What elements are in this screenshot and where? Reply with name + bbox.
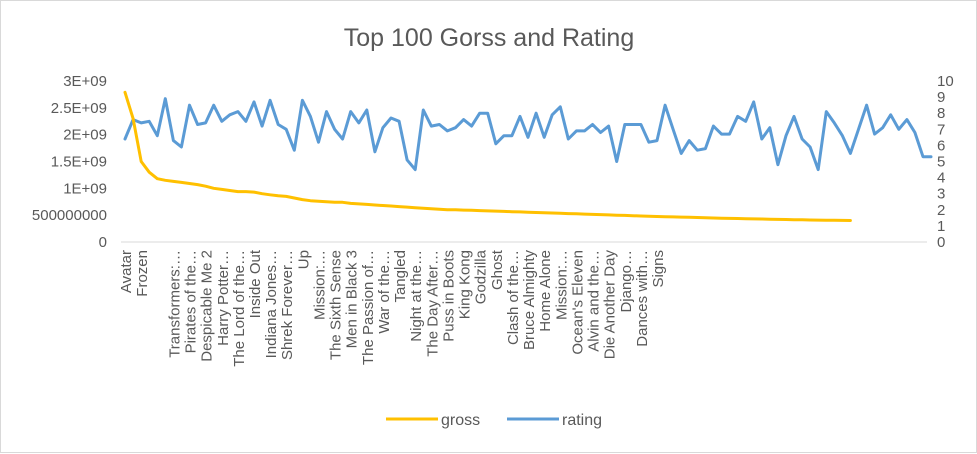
x-category-label: The Lord of the… bbox=[231, 250, 248, 367]
right-tick-label: 1 bbox=[937, 218, 945, 235]
x-category-label: Godzilla bbox=[473, 249, 490, 304]
legend-label-gross: gross bbox=[441, 412, 480, 429]
left-tick-label: 0 bbox=[99, 234, 107, 251]
x-category-label: Ghost bbox=[489, 249, 506, 290]
chart-title: Top 100 Gorss and Rating bbox=[344, 24, 634, 52]
x-category-label: Indiana Jones… bbox=[263, 250, 280, 358]
x-category-label: Alvin and the… bbox=[586, 250, 603, 352]
right-tick-label: 9 bbox=[937, 89, 945, 106]
right-tick-label: 7 bbox=[937, 121, 945, 138]
right-tick-label: 3 bbox=[937, 186, 945, 203]
x-category-label: Frozen bbox=[134, 250, 151, 297]
x-category-label: Inside Out bbox=[247, 249, 264, 318]
x-category-label: Avatar bbox=[118, 250, 135, 293]
x-category-label: Dances with… bbox=[634, 250, 651, 347]
right-tick-label: 0 bbox=[937, 234, 945, 251]
x-category-label: Ocean's Eleven bbox=[569, 250, 586, 355]
x-category-label: The Day After… bbox=[424, 250, 441, 357]
right-tick-label: 8 bbox=[937, 105, 945, 122]
x-category-label: Tangled bbox=[392, 250, 409, 303]
left-axis: 0 500000000 1E+09 1.5E+09 2E+09 2.5E+09 3E+09 bbox=[32, 73, 107, 251]
left-tick-label: 500000000 bbox=[32, 207, 107, 224]
x-category-label: Django… bbox=[618, 250, 635, 313]
left-tick-label: 2.5E+09 bbox=[51, 100, 107, 117]
x-category-label: Clash of the… bbox=[505, 250, 522, 345]
x-category-label: Shrek Forever… bbox=[279, 250, 296, 360]
left-tick-label: 1.5E+09 bbox=[51, 154, 107, 171]
x-category-label: Night at the… bbox=[408, 250, 425, 342]
x-category-label: Mission:… bbox=[553, 250, 570, 320]
x-category-label: Mission:… bbox=[311, 250, 328, 320]
right-tick-label: 4 bbox=[937, 170, 945, 187]
series-layer bbox=[123, 90, 933, 222]
right-tick-label: 10 bbox=[937, 73, 954, 90]
x-category-label: Pirates of the… bbox=[183, 250, 200, 353]
x-category-label: King Kong bbox=[457, 250, 474, 319]
x-category-label: The Passion of… bbox=[360, 250, 377, 365]
x-category-label: Signs bbox=[650, 250, 667, 288]
x-category-label: Puss in Boots bbox=[440, 250, 457, 342]
left-tick-label: 3E+09 bbox=[63, 73, 107, 90]
x-category-label: The Sixth Sense bbox=[328, 250, 345, 360]
x-category-label: Home Alone bbox=[537, 250, 554, 332]
right-tick-label: 6 bbox=[937, 137, 945, 154]
right-tick-label: 2 bbox=[937, 202, 945, 219]
x-category-label: Transformers:… bbox=[166, 250, 183, 358]
series-line-gross bbox=[123, 90, 852, 222]
x-axis-category-labels: Avatar Frozen Transformers:… Pirates of the… bbox=[118, 249, 667, 367]
legend-label-rating: rating bbox=[562, 412, 602, 429]
x-category-label: Men in Black 3 bbox=[344, 250, 361, 348]
x-category-label: War of the… bbox=[376, 250, 393, 334]
right-tick-label: 5 bbox=[937, 154, 945, 171]
x-category-label: Despicable Me 2 bbox=[199, 250, 216, 362]
x-category-label: Die Another Day bbox=[602, 250, 619, 360]
x-category-label: Harry Potter… bbox=[215, 250, 232, 346]
left-tick-label: 2E+09 bbox=[63, 127, 107, 144]
x-category-label: Up bbox=[295, 250, 312, 269]
series-line-rating bbox=[123, 97, 933, 172]
x-category-label: Bruce Almighty bbox=[521, 250, 538, 351]
left-tick-label: 1E+09 bbox=[63, 180, 107, 197]
legend: gross rating bbox=[386, 412, 602, 429]
